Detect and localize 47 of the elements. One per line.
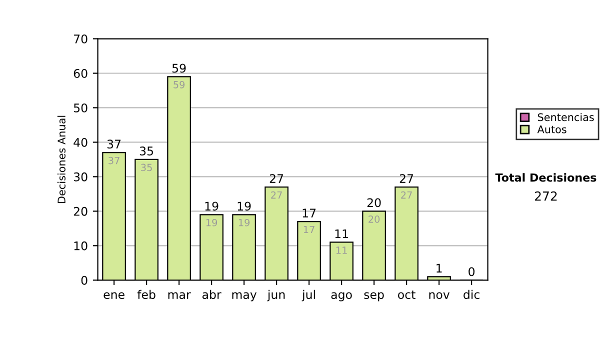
x-tick-label: dic: [464, 290, 480, 300]
total-label: 27: [270, 174, 284, 183]
total-label: 19: [205, 202, 218, 211]
x-tick-label: feb: [137, 290, 156, 300]
x-tick-label: ene: [104, 292, 124, 300]
y-tick-label: 10: [74, 241, 88, 250]
x-tick-label: may: [232, 292, 257, 302]
x-tick-label: jun: [267, 290, 285, 302]
x-tick-label: oct: [398, 290, 416, 300]
total-label: 59: [172, 64, 186, 73]
data-label: 27: [401, 191, 412, 199]
legend-label: Autos: [537, 126, 566, 134]
data-label: 59: [174, 81, 185, 88]
data-label: 19: [206, 218, 218, 226]
y-tick-label: 40: [74, 138, 88, 147]
total-label: 20: [367, 198, 381, 208]
total-label: 19: [238, 202, 251, 211]
x-tick-label: ago: [331, 292, 352, 302]
y-tick-label: 20: [74, 206, 88, 216]
data-label: 37: [108, 156, 120, 164]
total-label: 27: [400, 174, 414, 183]
total-label: 11: [335, 229, 348, 238]
data-label: 19: [238, 218, 250, 226]
data-label: 35: [141, 164, 152, 172]
y-tick-label: 70: [74, 34, 88, 44]
y-tick-label: 30: [74, 172, 88, 182]
x-tick-label: jul: [302, 290, 315, 302]
data-label: 27: [271, 191, 282, 199]
y-tick-label: 50: [74, 103, 88, 112]
y-tick-label: 0: [81, 276, 88, 285]
data-label: 11: [336, 246, 347, 254]
total-label: 17: [302, 208, 316, 218]
total-label: 35: [140, 146, 154, 156]
data-label: 20: [368, 216, 380, 223]
text: Total Decisiones: [495, 173, 596, 182]
x-tick-label: nov: [429, 292, 450, 300]
total-label: 1: [436, 264, 442, 273]
x-tick-label: abr: [202, 290, 222, 300]
legend-label: Sentencias: [538, 113, 594, 122]
total-label: 37: [107, 140, 121, 149]
x-tick-label: mar: [168, 292, 191, 300]
data-label: 17: [304, 226, 314, 234]
y-axis-title: Decisiones Anual: [57, 116, 66, 203]
text: 272: [534, 191, 557, 201]
y-tick-label: 60: [74, 68, 88, 78]
x-tick-label: sep: [364, 292, 384, 302]
total-label: 0: [468, 267, 475, 276]
